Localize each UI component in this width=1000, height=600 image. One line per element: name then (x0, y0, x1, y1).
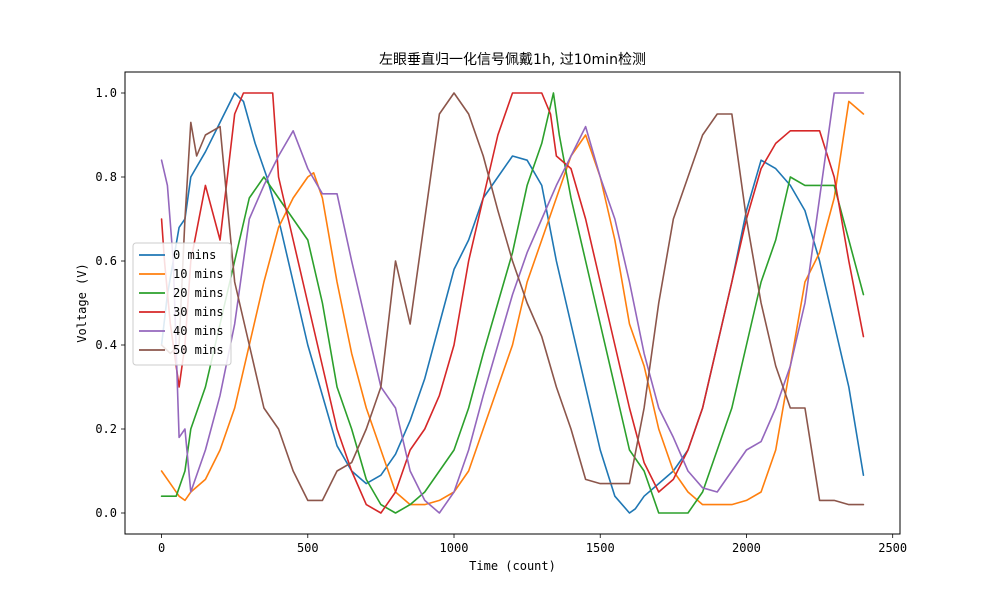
y-axis-label: Voltage (V) (75, 263, 89, 342)
legend: 0 mins 10 mins 20 mins 30 mins 40 mins 50 min… (132, 242, 232, 366)
y-axis: 0.0 0.2 0.4 0.6 0.8 1.0 (95, 86, 125, 520)
y-tick-label: 1.0 (95, 86, 117, 100)
y-tick-label: 0.2 (95, 422, 117, 436)
plot-frame (124, 71, 901, 535)
series-line-2 (160, 92, 865, 514)
y-tick-label: 0.4 (95, 338, 117, 352)
x-axis: 0 500 1000 1500 2000 2500 (158, 534, 907, 555)
x-tick-label: 2500 (878, 541, 907, 555)
series-line-4 (160, 92, 865, 514)
x-tick-label: 1500 (586, 541, 615, 555)
x-tick-label: 0 (158, 541, 165, 555)
legend-label: 20 mins (173, 286, 224, 300)
series-line-5 (160, 92, 865, 506)
legend-label: 30 mins (173, 305, 224, 319)
series-line-3 (160, 92, 865, 514)
chart-title: 左眼垂直归一化信号佩戴1h, 过10min检测 (379, 51, 646, 68)
legend-label: 10 mins (173, 267, 224, 281)
y-tick-label: 0.8 (95, 170, 117, 184)
x-tick-label: 1000 (440, 541, 469, 555)
series-line-1 (160, 100, 865, 506)
y-tick-label: 0.0 (95, 506, 117, 520)
legend-label: 40 mins (173, 324, 224, 338)
x-tick-label: 2000 (732, 541, 761, 555)
x-tick-label: 500 (297, 541, 319, 555)
x-axis-label: Time (count) (469, 559, 556, 573)
legend-label: 0 mins (173, 248, 216, 262)
y-tick-label: 0.6 (95, 254, 117, 268)
legend-label: 50 mins (173, 343, 224, 357)
